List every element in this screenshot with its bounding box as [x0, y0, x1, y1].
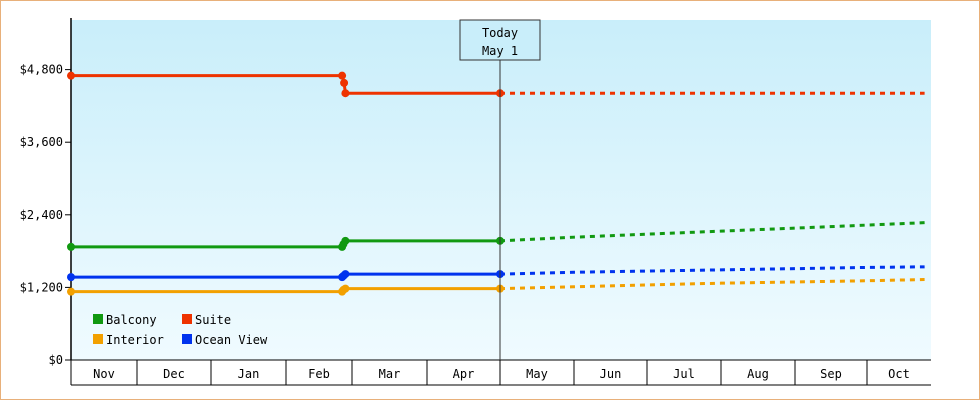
data-point: [341, 270, 350, 279]
data-point: [341, 89, 350, 98]
data-point: [67, 273, 75, 282]
data-point: [338, 71, 347, 80]
data-point: [67, 287, 75, 296]
y-tick-label: $3,600: [20, 135, 63, 149]
x-tick-label: Nov: [93, 367, 115, 381]
today-marker: Today May 1: [459, 19, 541, 360]
series-forecast-ocean-view: [499, 265, 925, 276]
legend-label: Balcony: [106, 313, 157, 327]
y-tick-label: $0: [49, 353, 63, 367]
axes: $0 $1,200 $2,400 $3,600 $4,800 Nov Dec Jan Feb Ma…: [20, 18, 931, 386]
legend: Balcony Suite Interior Ocean View: [93, 313, 268, 347]
y-tick-label: $4,800: [20, 63, 63, 77]
data-point: [340, 78, 349, 87]
today-label: Today: [482, 26, 518, 40]
legend-label: Ocean View: [195, 333, 268, 347]
data-point: [67, 71, 75, 80]
legend-label: Interior: [106, 333, 164, 347]
x-tick-label: Apr: [453, 367, 475, 381]
today-date-label: May 1: [482, 44, 518, 58]
legend-swatch: [182, 334, 192, 344]
x-tick-label: Oct: [888, 367, 910, 381]
legend-swatch: [93, 314, 103, 324]
series-layer: [67, 71, 925, 296]
x-tick-label: Jun: [600, 367, 622, 381]
y-tick-label: $1,200: [20, 280, 63, 294]
legend-swatch: [182, 314, 192, 324]
y-tick-label: $2,400: [20, 208, 63, 222]
x-tick-label: Mar: [379, 367, 401, 381]
x-tick-label: Jul: [673, 367, 695, 381]
legend-label: Suite: [195, 313, 231, 327]
x-tick-label: Dec: [163, 367, 185, 381]
x-tick-label: Sep: [820, 367, 842, 381]
legend-swatch: [93, 334, 103, 344]
data-point: [341, 236, 350, 245]
data-point: [341, 284, 350, 293]
today-box: [459, 19, 541, 61]
x-tick-label: May: [526, 367, 548, 381]
series-forecast-balcony: [499, 221, 925, 243]
series-forecast-interior: [499, 278, 925, 291]
x-tick-label: Jan: [238, 367, 260, 381]
x-tick-label: Aug: [747, 367, 769, 381]
x-tick-label: Feb: [308, 367, 330, 381]
data-point: [67, 242, 75, 251]
plot-area: [71, 20, 931, 360]
